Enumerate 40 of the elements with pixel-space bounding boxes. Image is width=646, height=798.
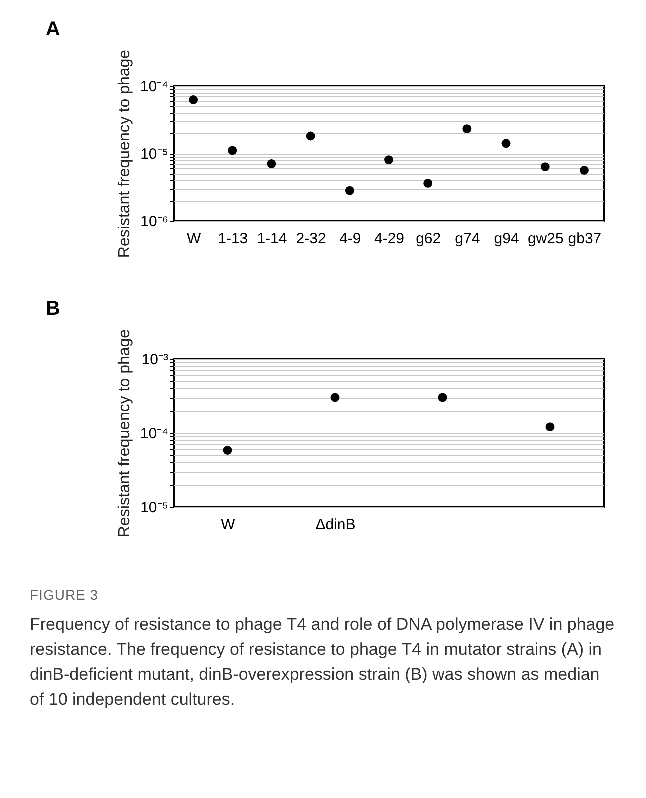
x-tick-label: 4-9 [340, 230, 362, 248]
point [502, 139, 511, 148]
point [189, 96, 198, 104]
x-tick-label: g62 [416, 230, 442, 248]
y-tick-label: 10⁻⁴ [140, 426, 168, 442]
x-tick-label: 1-13 [218, 230, 248, 248]
chart-title: A [46, 18, 60, 40]
y-tick-label: 10⁻³ [142, 352, 168, 368]
point [424, 178, 433, 188]
point [462, 124, 472, 134]
chart-title: B [46, 298, 60, 320]
x-tick-label: gb37 [568, 230, 602, 248]
point [540, 162, 550, 172]
y-axis-title: Resistant frequency to phage [116, 329, 134, 538]
y-tick-label: 10⁻⁶ [140, 214, 168, 230]
x-tick-label: W [186, 230, 202, 248]
y-tick-label: 10⁻⁴ [140, 78, 168, 96]
point [438, 393, 448, 402]
point [580, 166, 589, 175]
point [223, 446, 232, 455]
y-tick-label: 10⁻⁵ [140, 500, 168, 516]
text: Frequency of resistance to phage T4 and role of DNA polymerase IV in phage resistance. The frequency of resistance to phage T4 in mutator strains (A) in dinB-deficient mutant, dinB-overexpression strain (B) was shown as median of 10 independent cultures. [30, 614, 616, 711]
point [384, 156, 394, 165]
point [345, 186, 354, 196]
x-tick-label: g74 [455, 230, 480, 248]
point [267, 159, 276, 168]
point [546, 422, 555, 432]
point [306, 132, 316, 141]
x-tick-label: gw25 [528, 230, 564, 248]
x-tick-label: 1-14 [257, 230, 288, 248]
point [228, 146, 238, 156]
y-tick-label: 10⁻⁵ [140, 146, 168, 163]
x-tick-label: ΔdinB [316, 516, 356, 534]
x-tick-label: 4-29 [374, 230, 405, 248]
caption: FIGURE 3 [30, 586, 100, 605]
x-tick-label: g94 [494, 230, 520, 248]
x-tick-label: 2-32 [296, 230, 326, 248]
point [330, 393, 340, 402]
y-axis-title: Resistant frequency to phage [116, 50, 134, 258]
x-tick-label: W [221, 516, 236, 534]
